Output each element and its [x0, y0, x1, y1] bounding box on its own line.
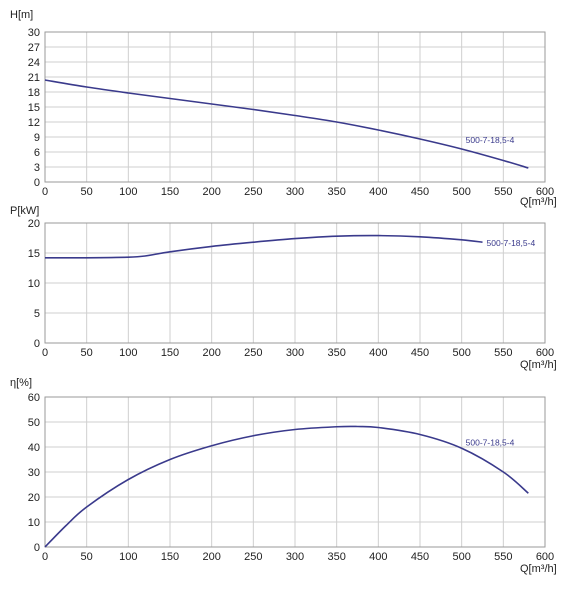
x-axis-title: Q[m³/h]	[520, 359, 557, 371]
x-tick-label: 400	[369, 347, 387, 359]
x-tick-label: 250	[244, 551, 262, 563]
x-axis-title: Q[m³/h]	[520, 563, 557, 575]
series-line	[44, 425, 529, 548]
y-tick-label: 24	[28, 57, 40, 69]
x-tick-label: 350	[327, 186, 345, 198]
y-tick-label: 0	[34, 338, 40, 350]
y-tick-label: 10	[28, 278, 40, 290]
y-tick-label: 20	[28, 492, 40, 504]
y-tick-label: 12	[28, 117, 40, 129]
plot-frame	[44, 31, 546, 183]
y-tick-label: 40	[28, 442, 40, 454]
x-tick-label: 0	[42, 551, 48, 563]
y-tick-label: 50	[28, 417, 40, 429]
x-tick-label: 150	[161, 186, 179, 198]
y-tick-label: 18	[28, 87, 40, 99]
x-tick-label: 150	[161, 347, 179, 359]
x-tick-label: 100	[119, 347, 137, 359]
x-tick-label: 0	[42, 347, 48, 359]
x-tick-label: 100	[119, 186, 137, 198]
series-label: 500-7-18,5-4	[466, 135, 515, 145]
series-line	[44, 234, 483, 259]
x-tick-label: 200	[202, 347, 220, 359]
y-tick-label: 5	[34, 308, 40, 320]
chart-3: 0 50 100 150 200 250 300 350 400 450 500 550 600 0 10 2…	[10, 377, 557, 575]
y-tick-label: 30	[28, 27, 40, 39]
x-tick-label: 150	[161, 551, 179, 563]
x-tick-label: 200	[202, 551, 220, 563]
x-tick-label: 300	[286, 551, 304, 563]
x-tick-label: 500	[452, 186, 470, 198]
x-tick-label: 450	[411, 551, 429, 563]
x-tick-label: 200	[202, 186, 220, 198]
y-tick-label: 0	[34, 177, 40, 189]
x-tick-label: 400	[369, 551, 387, 563]
y-tick-label: 0	[34, 542, 40, 554]
x-tick-label: 450	[411, 186, 429, 198]
y-tick-label: 6	[34, 147, 40, 159]
chart-1: 0 50 100 150 200 250 300 350 400 450 500 550 6000369…	[10, 9, 557, 208]
x-tick-label: 550	[494, 347, 512, 359]
y-axis-title: P[kW]	[10, 205, 39, 217]
y-axis-title: η[%]	[10, 377, 32, 389]
y-tick-label: 20	[28, 218, 40, 230]
x-tick-label: 550	[494, 551, 512, 563]
x-tick-label: 100	[119, 551, 137, 563]
x-tick-label: 500	[452, 347, 470, 359]
plot-frame	[44, 396, 546, 548]
y-axis-title: H[m]	[10, 9, 33, 21]
x-tick-label: 300	[286, 347, 304, 359]
x-tick-label: 550	[494, 186, 512, 198]
x-tick-label: 500	[452, 551, 470, 563]
plot-frame	[44, 222, 546, 344]
x-tick-label: 600	[536, 186, 554, 198]
series-label: 500-7-18,5-4	[466, 437, 515, 447]
x-tick-label: 250	[244, 347, 262, 359]
x-tick-label: 450	[411, 347, 429, 359]
chart-2: 0 50 100 150 200 250 300 350 400 450 500 550 600 0 5 10…	[10, 205, 557, 371]
x-tick-label: 350	[327, 347, 345, 359]
x-tick-label: 600	[536, 551, 554, 563]
x-tick-label: 400	[369, 186, 387, 198]
x-tick-label: 300	[286, 186, 304, 198]
x-tick-label: 350	[327, 551, 345, 563]
x-tick-label: 0	[42, 186, 48, 198]
y-tick-label: 30	[28, 467, 40, 479]
x-tick-label: 50	[81, 551, 93, 563]
x-tick-label: 50	[81, 347, 93, 359]
y-tick-label: 60	[28, 392, 40, 404]
x-tick-label: 600	[536, 347, 554, 359]
x-axis-title: Q[m³/h]	[520, 196, 557, 208]
y-tick-label: 27	[28, 42, 40, 54]
x-tick-label: 250	[244, 186, 262, 198]
series-line	[44, 79, 529, 169]
y-tick-label: 15	[28, 248, 40, 260]
series-label: 500-7-18,5-4	[487, 238, 536, 248]
x-tick-label: 50	[81, 186, 93, 198]
y-tick-label: 10	[28, 517, 40, 529]
y-tick-label: 21	[28, 72, 40, 84]
y-tick-label: 15	[28, 102, 40, 114]
y-tick-label: 3	[34, 162, 40, 174]
y-tick-label: 9	[34, 132, 40, 144]
